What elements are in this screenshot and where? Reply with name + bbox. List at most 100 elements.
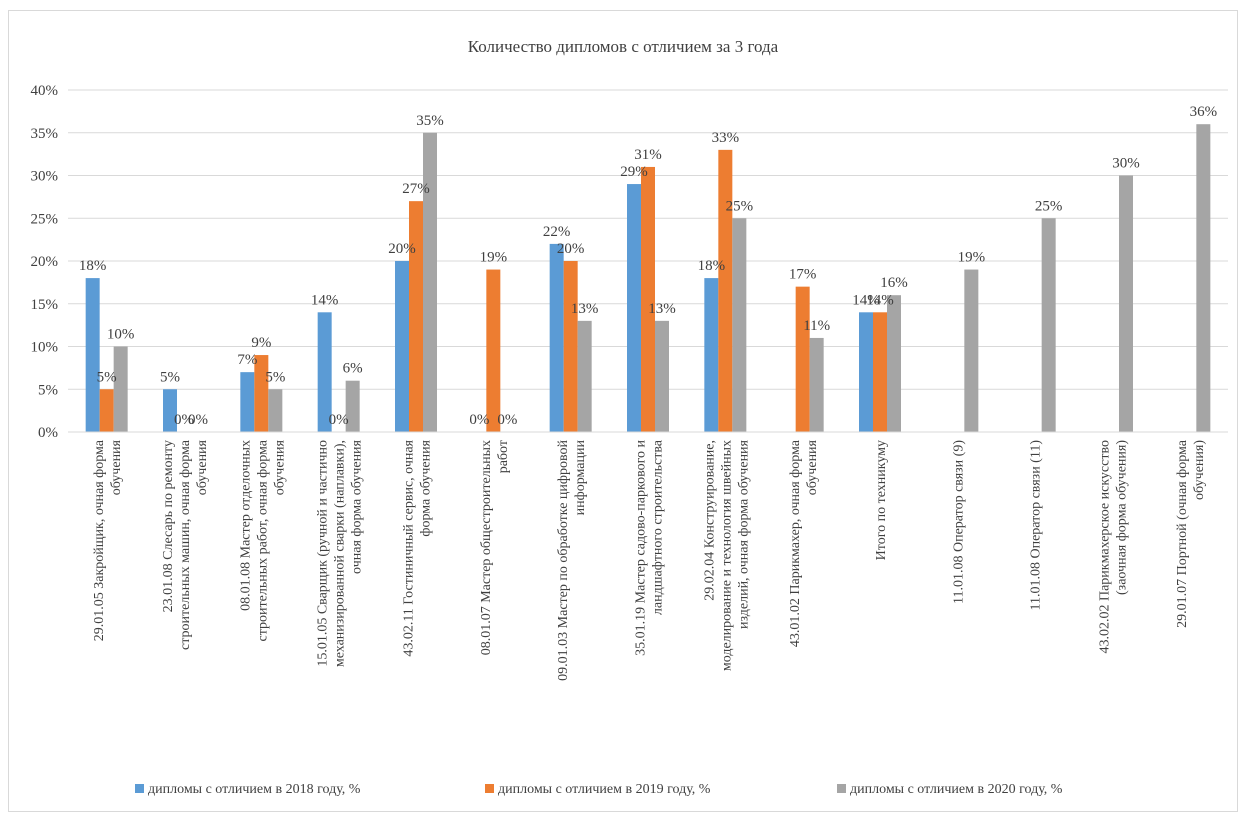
y-tick-label: 5% xyxy=(38,382,58,398)
data-label: 18% xyxy=(698,258,726,274)
data-label: 0% xyxy=(469,412,489,428)
bar-series-3 xyxy=(577,320,592,432)
data-label: 36% xyxy=(1190,104,1218,120)
category-label-line: обучения xyxy=(109,439,124,495)
bar-series-2 xyxy=(795,286,810,432)
y-axis-tick-labels: 0% 5% 10% 15% 20% 25% 30% 35% 40% xyxy=(31,83,59,441)
y-tick-label: 0% xyxy=(38,425,58,441)
bar-series-1 xyxy=(549,243,564,432)
y-tick-label: 20% xyxy=(31,254,59,270)
category-label: 11.01.08 Оператор связи (11) xyxy=(1029,440,1044,611)
y-tick-label: 10% xyxy=(31,340,59,356)
category-label-line: 43.02.02 Парикмахерское искусство xyxy=(1098,440,1113,654)
bar-series-3 xyxy=(423,132,437,432)
category-label: 43.02.02 Парикмахерское искусство (заочна… xyxy=(1098,440,1130,654)
data-label: 20% xyxy=(388,241,416,257)
category-label-line: 09.01.03 Мастер по обработке цифровой xyxy=(556,439,571,680)
data-label: 5% xyxy=(97,369,117,385)
category-labels: 29.01.05 Закройщик, очная форма обучения 2… xyxy=(92,439,1207,681)
category-label-line: обучения xyxy=(805,439,820,495)
category-label-line: моделирование и технология швейных xyxy=(719,440,734,671)
category-label-line: 35.01.19 Мастер садово-паркового и xyxy=(634,440,649,656)
category-label: 29.02.04 Конструирование, моделирование и… xyxy=(702,439,751,671)
bar-series-3 xyxy=(655,320,669,432)
data-label: 11% xyxy=(803,318,830,334)
bar-series-2 xyxy=(254,355,269,432)
category-label-line: (заочная форма обучения) xyxy=(1115,440,1130,595)
data-label: 0% xyxy=(174,412,194,428)
category-label-line: строительных работ, очная форма xyxy=(255,439,270,641)
data-label: 25% xyxy=(726,198,754,214)
data-label: 35% xyxy=(416,113,444,129)
data-label: 25% xyxy=(1035,198,1063,214)
bar-series-1 xyxy=(163,389,177,432)
category-label: 15.01.05 Сварщик (ручной и частично механ… xyxy=(316,439,365,667)
data-label: 6% xyxy=(343,361,363,377)
y-tick-label: 25% xyxy=(31,211,59,227)
data-label: 0% xyxy=(497,412,517,428)
y-tick-label: 40% xyxy=(31,83,59,99)
chart-title: Количество дипломов с отличием за 3 года xyxy=(468,37,779,56)
category-label-line: работ xyxy=(496,440,511,473)
bar-series-1 xyxy=(317,312,332,432)
y-tick-label: 15% xyxy=(31,297,59,313)
data-label: 13% xyxy=(571,301,599,317)
category-label: 08.01.07 Мастер общестроительных работ xyxy=(479,440,511,655)
bar-series-2 xyxy=(563,261,578,432)
data-label: 5% xyxy=(265,369,285,385)
data-label: 17% xyxy=(789,267,817,283)
legend-label: дипломы с отличием в 2020 году, % xyxy=(850,782,1063,797)
category-label-line: обучения) xyxy=(1192,440,1207,500)
data-label: 5% xyxy=(160,369,180,385)
data-label: 14% xyxy=(852,292,880,308)
category-label: 29.01.05 Закройщик, очная форма обучения xyxy=(92,439,124,641)
bar-series-2 xyxy=(718,149,733,432)
y-tick-label: 35% xyxy=(31,126,59,142)
category-label-line: механизированной сварки (наплавки), xyxy=(333,440,348,667)
category-label-line: 23.01.08 Слесарь по ремонту xyxy=(161,440,176,612)
data-label: 13% xyxy=(648,301,676,317)
data-label: 14% xyxy=(866,292,894,308)
category-label-line: 15.01.05 Сварщик (ручной и частично xyxy=(316,440,331,667)
category-label-line: строительных машин, очная форма xyxy=(178,439,193,650)
category-label-line: 08.01.08 Мастер отделочных xyxy=(238,440,253,611)
data-label: 20% xyxy=(557,241,585,257)
bar-series-3 xyxy=(964,269,979,432)
bar-series-3 xyxy=(113,346,128,432)
data-label: 27% xyxy=(402,181,430,197)
category-label: 43.01.02 Парикмахер, очная форма обучения xyxy=(788,439,820,647)
category-label-line: обучения xyxy=(272,439,287,495)
bar-series-3 xyxy=(732,218,747,432)
legend-swatch xyxy=(837,784,846,793)
bar-series-3 xyxy=(1041,218,1056,432)
bar-series-1 xyxy=(704,278,719,432)
category-label-line: Итого по техникуму xyxy=(874,440,889,560)
category-label-line: очная форма обучения xyxy=(350,439,365,573)
legend-label: дипломы с отличием в 2019 году, % xyxy=(498,782,711,797)
bar-series-1 xyxy=(395,261,409,432)
category-label: Итого по техникуму xyxy=(874,440,889,560)
data-label: 18% xyxy=(79,258,107,274)
category-label-line: форма обучения xyxy=(419,439,434,536)
data-labels: 18%5%10%5%0%0%7%9%5%14%0%6%20%27%35%0%19… xyxy=(79,104,1217,428)
bar-series-2 xyxy=(409,201,423,432)
data-label: 16% xyxy=(880,275,908,291)
category-label-line: 11.01.08 Оператор связи (9) xyxy=(951,440,966,604)
bar-series-2 xyxy=(486,269,501,432)
category-label: 23.01.08 Слесарь по ремонту строительных … xyxy=(161,439,210,650)
data-label: 14% xyxy=(311,292,339,308)
data-label: 7% xyxy=(237,352,257,368)
data-label: 19% xyxy=(958,250,986,266)
bar-series-2 xyxy=(641,166,655,432)
bar-series-1 xyxy=(627,184,641,432)
bar-series-1 xyxy=(859,312,873,432)
data-label: 30% xyxy=(1112,156,1140,172)
legend: дипломы с отличием в 2018 году, % дипломы… xyxy=(135,782,1063,797)
data-label: 0% xyxy=(188,412,208,428)
bar-series-2 xyxy=(873,312,887,432)
data-label: 31% xyxy=(634,147,662,163)
category-label-line: изделий, очная форма обучения xyxy=(736,439,751,629)
bar-series-3 xyxy=(1119,175,1133,432)
bar-series-3 xyxy=(345,380,360,432)
